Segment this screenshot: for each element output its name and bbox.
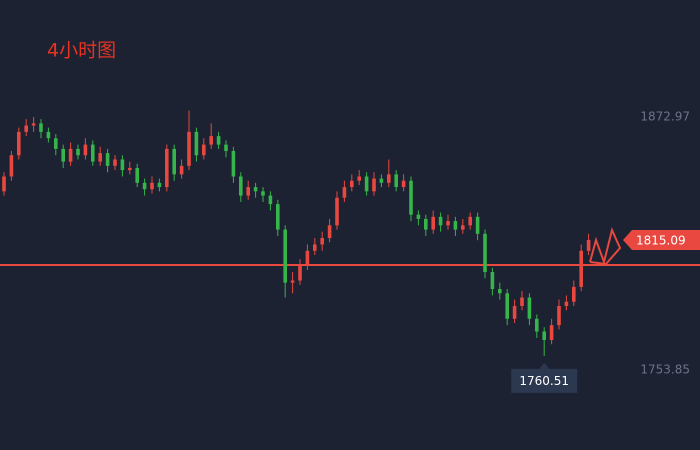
candle-body	[39, 123, 43, 132]
candle-body	[2, 176, 6, 192]
candle-body	[579, 250, 583, 287]
low-label-box	[511, 368, 578, 393]
candle-body	[231, 150, 236, 177]
y-tick-label: 1753.85	[640, 363, 690, 377]
candle-body	[424, 218, 428, 230]
candle-body	[586, 239, 591, 251]
candle-body	[187, 131, 191, 166]
candle-body	[498, 289, 502, 294]
candle-body	[54, 138, 58, 149]
candle-body	[113, 159, 117, 166]
candle-body	[120, 159, 125, 171]
chart-title: 4小时图	[47, 40, 116, 62]
candle-body	[549, 325, 554, 340]
candle-body	[357, 176, 361, 181]
candle-body	[283, 229, 287, 283]
candle-body	[253, 187, 258, 192]
candle-body	[209, 136, 213, 145]
last-price-label: 1815.09	[636, 233, 686, 247]
y-tick-label: 1872.97	[640, 110, 690, 124]
candle-body	[224, 144, 228, 151]
candle-body	[572, 286, 576, 302]
candle-body	[179, 165, 184, 175]
candle-body	[202, 144, 206, 156]
candle-body	[350, 180, 354, 188]
candle-body	[387, 174, 391, 183]
candle-body	[475, 216, 480, 234]
candle-body	[68, 148, 73, 162]
candle-body	[453, 221, 458, 230]
candle-body	[128, 167, 132, 171]
candle-body	[327, 225, 332, 239]
candle-body	[268, 195, 273, 205]
candle-body	[505, 293, 509, 319]
candle-body	[157, 182, 162, 188]
candle-body	[172, 148, 176, 175]
candle-body	[290, 280, 295, 283]
candle-body	[239, 176, 243, 196]
candle-body	[542, 331, 546, 340]
last-price-tag	[623, 229, 700, 250]
candle-body	[564, 301, 569, 307]
candle-body	[24, 125, 28, 132]
candle-body	[431, 216, 435, 230]
candle-body	[17, 131, 21, 156]
candle-body	[320, 238, 324, 245]
candle-body	[83, 144, 88, 156]
candle-body	[98, 153, 102, 162]
candle-body	[276, 204, 280, 230]
candle-body	[216, 136, 221, 145]
candle-body	[446, 221, 450, 226]
candle-body	[527, 297, 532, 319]
candle-body	[520, 297, 524, 307]
candle-body	[91, 144, 95, 162]
candle-body	[261, 191, 265, 196]
candle-body	[372, 178, 376, 192]
candle-body	[512, 306, 517, 319]
candle-body	[298, 265, 302, 281]
candle-body	[61, 148, 65, 162]
candle-body	[409, 180, 413, 215]
candle-body	[468, 216, 472, 226]
drawing-shape	[589, 226, 622, 266]
candle-body	[379, 178, 384, 183]
candle-body	[535, 318, 539, 332]
candle-body	[394, 174, 398, 188]
low-label: 1760.51	[519, 374, 569, 388]
candle-body	[142, 182, 147, 190]
candle-body	[194, 131, 199, 156]
candle-body	[313, 244, 317, 251]
candle-body	[335, 197, 339, 226]
candle-body	[342, 187, 347, 198]
candle-body	[46, 131, 51, 139]
candle-body	[150, 182, 154, 190]
candle-body	[490, 272, 495, 290]
candle-body	[76, 148, 80, 156]
low-pointer	[539, 362, 550, 369]
candle-body	[461, 225, 465, 230]
candle-body	[31, 123, 36, 126]
candle-body	[557, 306, 561, 326]
candle-body	[305, 250, 310, 266]
candle-body	[401, 180, 406, 188]
candle-body	[364, 176, 369, 192]
candle-body	[135, 167, 139, 183]
candle-body	[416, 214, 421, 219]
candle-body	[165, 148, 169, 188]
candle-body	[438, 216, 443, 226]
candle-body	[246, 187, 250, 196]
candle-body	[483, 233, 487, 273]
candle-body	[105, 153, 110, 166]
candle-body	[9, 155, 14, 177]
